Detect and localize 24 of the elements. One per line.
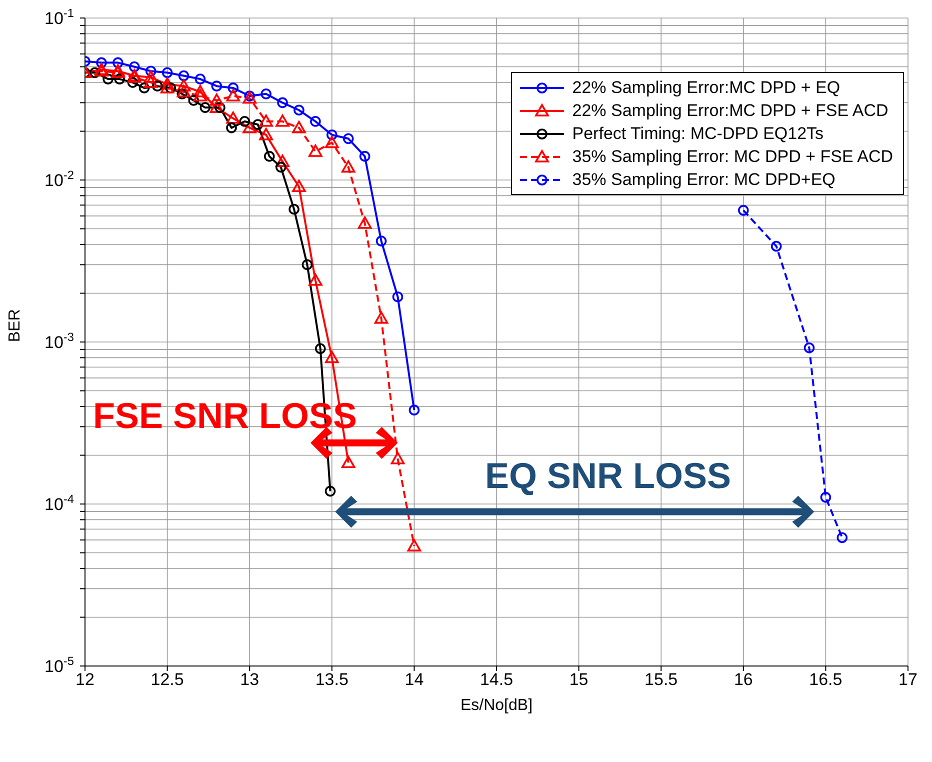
y-tick-label: 10$^{-1}$: [44, 6, 74, 28]
y-tick-label: 10$^{-3}$: [44, 330, 74, 352]
y-tick-label: 10$^{-4}$: [44, 492, 74, 514]
x-tick-label: 16: [734, 670, 753, 690]
x-axis-title: Es/No[dB]: [460, 697, 533, 714]
y-tick-label: 10$^{-5}$: [44, 654, 74, 676]
x-tick-label: 14: [404, 670, 424, 690]
x-tick-label: 16.5: [809, 670, 842, 690]
legend-label: 22% Sampling Error:MC DPD + EQ: [572, 78, 840, 98]
x-tick-label: 13.5: [315, 670, 348, 690]
legend-label: 35% Sampling Error: MC DPD + FSE ACD: [572, 146, 893, 166]
x-tick-label: 12: [76, 670, 94, 690]
x-tick-label: 15: [569, 670, 588, 690]
annotation: EQ SNR LOSS: [485, 455, 732, 496]
legend-label: 35% Sampling Error: MC DPD+EQ: [572, 170, 836, 190]
y-axis-title: BER: [6, 309, 24, 342]
x-tick-label: 15.5: [644, 670, 678, 690]
x-tick-label: 17: [898, 670, 918, 690]
x-tick-label: 13: [240, 670, 260, 690]
x-tick-label: 14.5: [480, 670, 514, 690]
legend-label: Perfect Timing: MC-DPD EQ12Ts: [572, 124, 824, 144]
legend-label: 22% Sampling Error:MC DPD + FSE ACD: [572, 100, 888, 120]
y-tick-label: 10$^{-2}$: [44, 168, 74, 190]
x-tick-label: 12.5: [150, 670, 184, 690]
